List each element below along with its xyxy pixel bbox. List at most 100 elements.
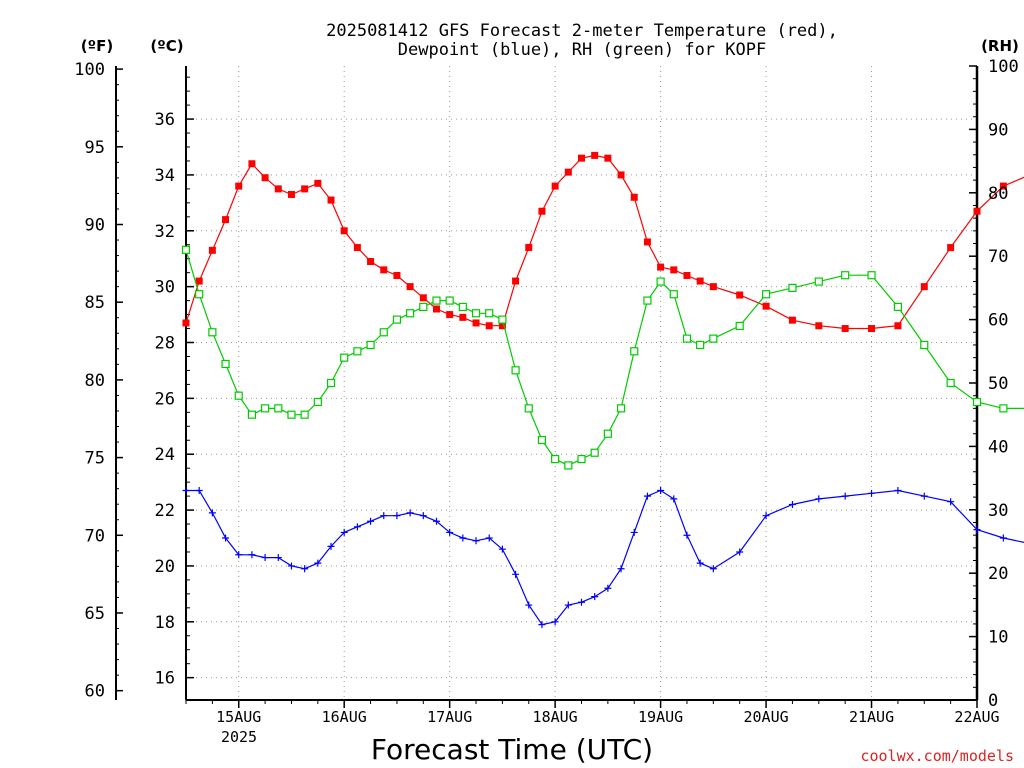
data-point: [736, 291, 744, 299]
data-point: [445, 296, 454, 305]
data-point: [696, 277, 704, 285]
rh-tick-label: 0: [988, 691, 998, 711]
c-tick-label: 22: [155, 501, 175, 521]
data-point: [603, 429, 612, 438]
data-point: [894, 322, 902, 330]
data-point: [683, 271, 691, 279]
data-point: [261, 404, 270, 413]
data-point: [498, 545, 506, 553]
data-point: [287, 410, 296, 419]
data-point: [326, 378, 336, 388]
data-point: [696, 559, 704, 567]
f-tick-label: 80: [85, 371, 105, 391]
data-point: [525, 601, 533, 609]
data-point: [419, 294, 427, 302]
x-tick-label: 18AUG: [533, 708, 578, 726]
data-point: [617, 565, 625, 573]
f-tick-label: 95: [85, 138, 105, 158]
data-point: [709, 334, 718, 343]
data-point: [973, 207, 981, 215]
data-point: [947, 244, 955, 252]
x-tick-label: 21AUG: [849, 708, 894, 726]
series-line-temperature: [185, 154, 1024, 330]
chart-title-line2: Dewpoint (blue), RH (green) for KOPF: [398, 40, 766, 60]
watermark: coolwx.com/models: [860, 747, 1014, 765]
data-point: [788, 283, 797, 292]
data-point: [498, 322, 506, 330]
data-point: [446, 311, 454, 319]
rh-tick-label: 30: [988, 501, 1008, 521]
data-point: [525, 244, 533, 252]
data-point: [248, 160, 256, 168]
data-point: [762, 512, 770, 520]
data-point: [458, 302, 467, 312]
f-tick-label: 85: [85, 293, 105, 313]
data-point: [761, 290, 771, 299]
data-point: [577, 454, 586, 464]
data-point: [393, 271, 401, 279]
x-tick-label: 20AUG: [743, 708, 788, 726]
data-point: [564, 168, 572, 176]
data-point: [195, 290, 204, 299]
data-point: [564, 601, 572, 609]
rh-tick-label: 50: [988, 374, 1008, 394]
data-point: [762, 302, 770, 310]
data-point: [670, 495, 678, 503]
data-point: [261, 174, 269, 182]
series-temperature: [182, 151, 1024, 333]
data-point: [340, 353, 349, 362]
data-point: [287, 562, 295, 570]
data-point: [551, 182, 559, 190]
data-point: [868, 325, 876, 333]
unit-rh-label: (RH): [981, 37, 1019, 55]
data-point: [657, 263, 665, 271]
c-tick-label: 20: [155, 557, 175, 577]
data-point: [735, 321, 744, 331]
x-tick-label: 16AUG: [322, 708, 367, 726]
data-point: [367, 517, 375, 525]
data-point: [669, 290, 678, 299]
data-point: [643, 492, 651, 500]
data-point: [419, 512, 427, 520]
data-point: [841, 271, 850, 280]
data-point: [261, 554, 269, 562]
data-point: [340, 227, 348, 235]
data-point: [472, 319, 480, 327]
data-point: [893, 302, 903, 312]
data-point: [814, 277, 823, 286]
data-point: [657, 487, 665, 495]
data-point: [894, 487, 902, 495]
data-point: [696, 340, 705, 350]
data-point: [815, 322, 823, 330]
data-point: [564, 461, 573, 470]
data-point: [485, 534, 493, 542]
data-point: [947, 498, 955, 506]
f-tick-label: 70: [85, 526, 105, 546]
year-label: 2025: [221, 728, 257, 746]
data-point: [406, 283, 414, 291]
data-point: [235, 551, 243, 559]
data-point: [643, 238, 651, 246]
data-point: [617, 171, 625, 179]
data-point: [788, 316, 796, 324]
data-point: [578, 598, 585, 606]
data-point: [471, 309, 481, 318]
c-tick-label: 32: [155, 222, 175, 242]
data-point: [946, 378, 955, 388]
x-tick-label: 17AUG: [427, 708, 472, 726]
data-point: [181, 245, 191, 254]
data-point: [591, 593, 599, 601]
axes: [115, 66, 979, 701]
grid-lines: [186, 66, 977, 700]
data-point: [314, 179, 322, 187]
data-point: [274, 185, 282, 193]
data-point: [208, 246, 216, 254]
data-point: [208, 328, 217, 337]
data-point: [656, 277, 665, 286]
f-tick-label: 100: [74, 60, 105, 80]
data-point: [498, 315, 507, 324]
data-point: [604, 584, 612, 592]
data-point: [301, 565, 309, 573]
f-tick-label: 65: [85, 604, 105, 624]
rh-tick-label: 70: [988, 247, 1008, 267]
